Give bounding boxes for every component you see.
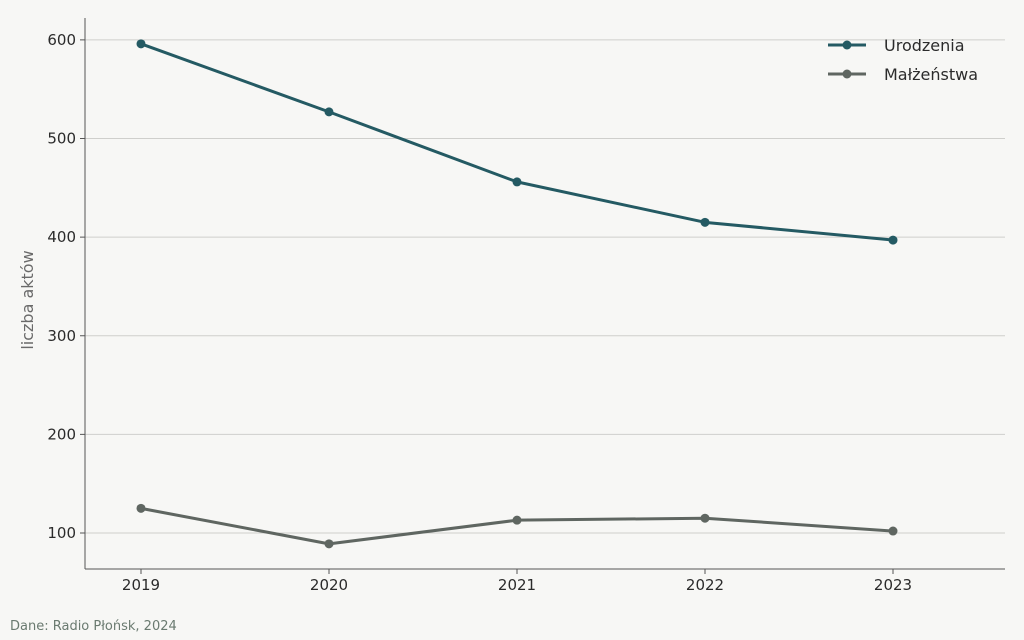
- x-tick-label-2023: 2023: [874, 576, 912, 594]
- y-tick-label-600: 600: [47, 31, 76, 49]
- x-tick-labels: 2019 2020 2021 2022 2023: [122, 569, 912, 594]
- x-tick-label-2021: 2021: [498, 576, 536, 594]
- data-point-1-2021: [512, 177, 522, 187]
- y-tick-label-500: 500: [47, 130, 76, 148]
- source-note: Dane: Radio Płońsk, 2024: [10, 619, 177, 634]
- x-tick-label-2020: 2020: [310, 576, 348, 594]
- legend-swatch-marker-1: [842, 40, 852, 50]
- data-point-2-2019: [136, 503, 146, 513]
- series-line-2: [139, 506, 895, 546]
- y-tick-label-100: 100: [47, 524, 76, 542]
- data-point-1-2023: [888, 235, 898, 245]
- data-point-2-2022: [700, 513, 710, 523]
- data-point-1-2020: [324, 107, 334, 117]
- data-point-1-2019: [136, 39, 146, 49]
- legend: Urodzenia Małżeństwa: [828, 36, 978, 84]
- x-tick-label-2019: 2019: [122, 576, 160, 594]
- y-tick-label-300: 300: [47, 327, 76, 345]
- x-tick-label-2022: 2022: [686, 576, 724, 594]
- series-line-1: [139, 42, 895, 242]
- legend-label-2: Małżeństwa: [884, 65, 978, 84]
- data-point-2-2023: [888, 526, 898, 536]
- legend-swatch-marker-2: [842, 69, 852, 79]
- series-layer: [136, 39, 898, 549]
- data-point-1-2022: [700, 217, 710, 227]
- y-axis-title: liczba aktów: [18, 250, 37, 349]
- legend-label-1: Urodzenia: [884, 36, 965, 55]
- y-tick-labels: 100 200 300 400 500 600: [47, 31, 85, 542]
- y-tick-label-400: 400: [47, 228, 76, 246]
- data-point-2-2020: [324, 539, 334, 549]
- y-tick-label-200: 200: [47, 425, 76, 443]
- data-point-2-2021: [512, 515, 522, 525]
- gridlines: [85, 39, 1005, 534]
